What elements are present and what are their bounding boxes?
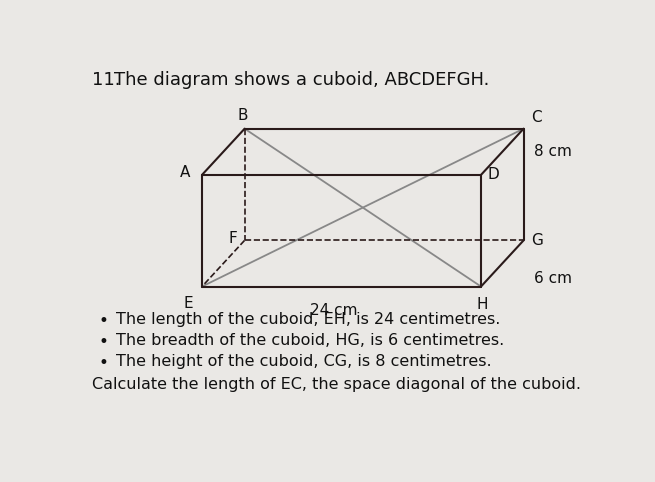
Text: •: • [99,333,109,351]
Text: •: • [99,312,109,330]
Text: The length of the cuboid, EH, is 24 centimetres.: The length of the cuboid, EH, is 24 cent… [116,312,500,327]
Text: C: C [531,110,542,125]
Text: 8 cm: 8 cm [534,144,572,159]
Text: Calculate the length of EC, the space diagonal of the cuboid.: Calculate the length of EC, the space di… [92,377,581,392]
Text: The height of the cuboid, CG, is 8 centimetres.: The height of the cuboid, CG, is 8 centi… [116,353,492,369]
Text: G: G [531,233,543,248]
Text: E: E [183,296,193,311]
Text: F: F [228,231,237,246]
Text: The breadth of the cuboid, HG, is 6 centimetres.: The breadth of the cuboid, HG, is 6 cent… [116,333,504,348]
Text: D: D [487,167,499,182]
Text: •: • [99,353,109,372]
Text: The diagram shows a cuboid, ABCDEFGH.: The diagram shows a cuboid, ABCDEFGH. [115,71,490,89]
Text: 11.: 11. [92,71,121,89]
Text: 6 cm: 6 cm [534,271,572,286]
Text: 24 cm: 24 cm [310,304,358,319]
Text: B: B [238,108,248,123]
Text: A: A [180,165,191,180]
Text: H: H [477,297,488,312]
